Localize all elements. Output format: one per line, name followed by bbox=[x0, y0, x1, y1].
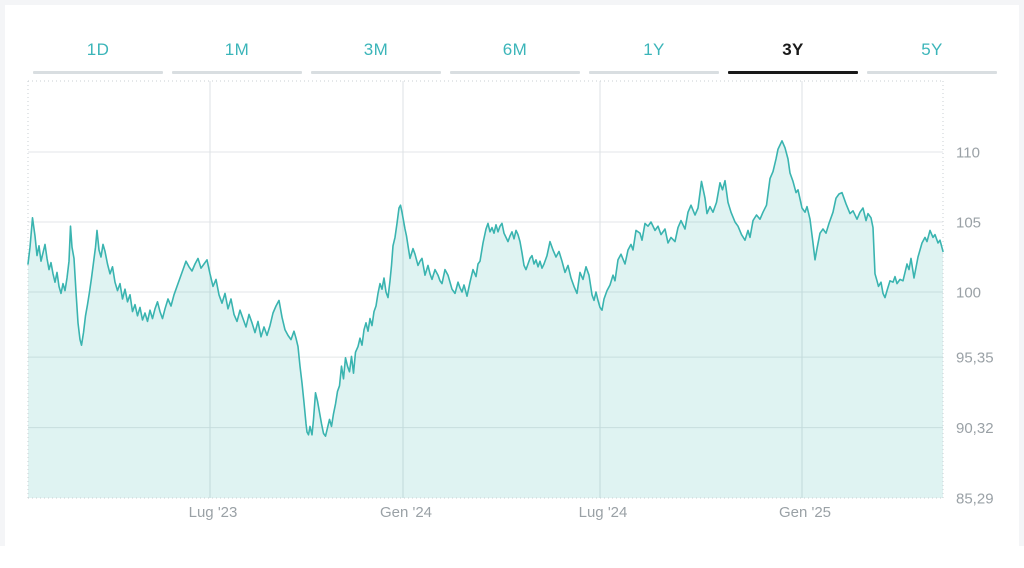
x-tick-label: Gen '24 bbox=[380, 504, 432, 521]
tab-1d[interactable]: 1D bbox=[33, 40, 163, 74]
page-frame-right bbox=[1019, 0, 1024, 546]
price-area-fill bbox=[28, 140, 943, 499]
y-tick-label: 100 bbox=[956, 285, 981, 302]
x-tick-label: Lug '24 bbox=[579, 504, 628, 521]
page-frame-left bbox=[0, 0, 5, 546]
tab-label: 5Y bbox=[921, 40, 943, 59]
y-tick-label: 90,32 bbox=[956, 420, 994, 437]
plot-area[interactable] bbox=[28, 81, 943, 498]
y-tick-label: 95,35 bbox=[956, 350, 994, 367]
tab-3m[interactable]: 3M bbox=[311, 40, 441, 74]
tab-5y[interactable]: 5Y bbox=[867, 40, 997, 74]
x-tick-label: Lug '23 bbox=[189, 504, 238, 521]
tab-label: 1Y bbox=[643, 40, 665, 59]
tab-underline bbox=[450, 71, 580, 74]
y-tick-label: 85,29 bbox=[956, 491, 994, 508]
y-tick-label: 110 bbox=[956, 144, 980, 161]
x-tick-label: Gen '25 bbox=[779, 504, 831, 521]
tab-label: 3M bbox=[363, 40, 389, 59]
tab-underline bbox=[33, 71, 163, 74]
tab-label: 1D bbox=[86, 40, 110, 59]
page-frame-top bbox=[0, 0, 1024, 5]
tab-underline bbox=[589, 71, 719, 74]
range-tabs: 1D 1M 3M 6M 1Y 3Y 5Y bbox=[33, 40, 997, 74]
tab-underline-active bbox=[728, 71, 858, 74]
tab-3y[interactable]: 3Y bbox=[728, 40, 858, 74]
tab-underline bbox=[867, 71, 997, 74]
tab-1m[interactable]: 1M bbox=[172, 40, 302, 74]
tab-1y[interactable]: 1Y bbox=[589, 40, 719, 74]
tab-underline bbox=[311, 71, 441, 74]
tab-6m[interactable]: 6M bbox=[450, 40, 580, 74]
tab-label: 6M bbox=[502, 40, 528, 59]
tab-underline bbox=[172, 71, 302, 74]
tab-label: 3Y bbox=[782, 40, 804, 59]
tab-label: 1M bbox=[224, 40, 250, 59]
y-tick-label: 105 bbox=[956, 215, 981, 232]
price-line bbox=[27, 140, 944, 437]
